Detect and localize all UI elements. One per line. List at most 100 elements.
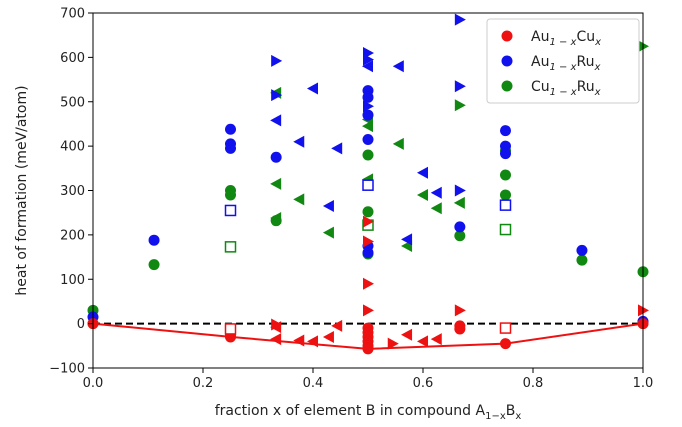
data-point-circle bbox=[576, 244, 588, 256]
data-point-circle bbox=[500, 169, 511, 181]
data-point-square bbox=[224, 323, 237, 335]
x-tick-label: 0.4 bbox=[303, 376, 324, 391]
data-point-circle bbox=[225, 142, 236, 154]
data-point-triangle-right bbox=[454, 80, 466, 93]
data-point-triangle-left bbox=[331, 142, 343, 155]
legend-subscript: x bbox=[594, 37, 601, 48]
data-point-square bbox=[224, 204, 237, 217]
data-point-circle bbox=[362, 206, 374, 218]
y-tick-label: −100 bbox=[49, 362, 85, 377]
data-point-circle bbox=[500, 189, 511, 201]
data-point-triangle-left bbox=[293, 135, 305, 148]
data-point-triangle-left bbox=[430, 333, 442, 346]
data-point-triangle-left bbox=[362, 120, 373, 133]
legend-subscript: 1 − x bbox=[550, 87, 577, 98]
data-point-triangle-right bbox=[271, 54, 283, 67]
legend-marker bbox=[501, 55, 513, 67]
data-point-circle bbox=[148, 234, 160, 246]
data-point-circle bbox=[225, 189, 236, 201]
data-point-triangle-left bbox=[322, 330, 334, 343]
data-point-triangle-right bbox=[454, 304, 466, 317]
data-point-square bbox=[499, 199, 512, 211]
data-point-square bbox=[499, 223, 512, 236]
data-point-circle bbox=[270, 215, 282, 227]
data-point-circle bbox=[500, 148, 511, 160]
x-axis-label: fraction x of element B in compound A1−x… bbox=[215, 403, 522, 422]
data-point-circle bbox=[454, 221, 466, 233]
data-point-circle bbox=[362, 133, 374, 145]
data-point-triangle-right bbox=[271, 89, 283, 102]
data-point-square bbox=[362, 179, 374, 191]
data-point-triangle-right bbox=[363, 277, 374, 290]
y-tick-label: 400 bbox=[60, 140, 85, 155]
legend-marker bbox=[501, 80, 513, 92]
y-tick-label: 600 bbox=[60, 51, 85, 66]
y-tick-label: 0 bbox=[77, 317, 85, 332]
data-point-circle bbox=[576, 254, 588, 266]
data-point-triangle-right bbox=[363, 53, 374, 66]
data-point-circle bbox=[500, 338, 511, 350]
data-point-triangle-left bbox=[417, 335, 428, 348]
data-point-triangle-right bbox=[363, 235, 374, 248]
x-tick-label: 0.0 bbox=[83, 376, 104, 391]
legend-entry-label: Cu1 − xRux bbox=[531, 79, 601, 98]
data-point-triangle-left bbox=[270, 114, 282, 127]
data-point-circle bbox=[500, 125, 511, 137]
legend-element: Cu bbox=[576, 29, 595, 45]
data-point-triangle-left bbox=[401, 233, 413, 246]
axis-ticks: 0.0 0.2 0.4 0.6 0.8 1.0 −100 0 100 200 300 400 500 60… bbox=[49, 7, 653, 392]
data-point-triangle-right bbox=[363, 100, 374, 113]
data-point-triangle-left bbox=[417, 188, 428, 201]
data-point-triangle-left bbox=[417, 166, 428, 179]
data-point-triangle-right bbox=[387, 337, 399, 350]
legend-element: Au bbox=[531, 54, 549, 70]
x-tick-label: 0.8 bbox=[523, 376, 544, 391]
legend-element: Ru bbox=[576, 54, 594, 70]
data-point-triangle-left bbox=[270, 333, 282, 346]
legend-element: Cu bbox=[531, 79, 550, 95]
data-point-triangle-left bbox=[307, 82, 318, 95]
data-point-triangle-right bbox=[454, 13, 466, 26]
y-tick-label: 500 bbox=[60, 95, 85, 110]
data-point-triangle-left bbox=[331, 319, 343, 332]
legend-subscript: x bbox=[594, 87, 601, 98]
data-point-triangle-right bbox=[363, 304, 374, 317]
data-point-circle bbox=[225, 123, 236, 135]
data-point-square bbox=[224, 241, 237, 253]
y-axis-label: heat of formation (meV/atom) bbox=[14, 85, 30, 295]
data-point-circle bbox=[500, 140, 511, 152]
legend-subscript: 1 − x bbox=[549, 62, 576, 73]
data-point-triangle-left bbox=[270, 177, 282, 190]
legend-entry-label: Au1 − xCux bbox=[531, 29, 601, 48]
data-point-triangle-left bbox=[430, 186, 442, 199]
legend-element: Ru bbox=[577, 79, 595, 95]
legend-element: Au bbox=[531, 29, 549, 45]
data-point-circle bbox=[362, 91, 374, 103]
x-tick-label: 0.2 bbox=[193, 376, 214, 391]
data-point-circle bbox=[362, 109, 374, 121]
legend-subscript: x bbox=[593, 62, 600, 73]
y-tick-label: 100 bbox=[60, 273, 85, 288]
data-point-triangle-left bbox=[401, 328, 413, 341]
data-point-circle bbox=[362, 343, 374, 355]
y-tick-label: 300 bbox=[60, 184, 85, 199]
data-point-triangle-left bbox=[307, 335, 318, 348]
data-point-triangle-left bbox=[362, 60, 373, 73]
data-point-triangle-left bbox=[392, 60, 404, 73]
data-point-circle bbox=[362, 247, 374, 259]
legend-entry-label: Au1 − xRux bbox=[531, 54, 600, 73]
data-point-triangle-left bbox=[293, 193, 305, 206]
data-point-triangle-left bbox=[392, 137, 404, 150]
data-point-circle bbox=[454, 230, 466, 242]
legend-subscript: 1 − x bbox=[549, 37, 576, 48]
data-point-triangle-right bbox=[454, 184, 466, 197]
data-point-triangle-left bbox=[430, 202, 442, 215]
data-point-circle bbox=[148, 259, 160, 271]
legend-box bbox=[486, 18, 640, 104]
legend-marker bbox=[501, 30, 513, 42]
data-point-triangle-left bbox=[322, 200, 334, 213]
data-point-triangle-left bbox=[322, 226, 334, 239]
data-point-circle bbox=[270, 151, 282, 163]
x-tick-label: 1.0 bbox=[633, 376, 654, 391]
